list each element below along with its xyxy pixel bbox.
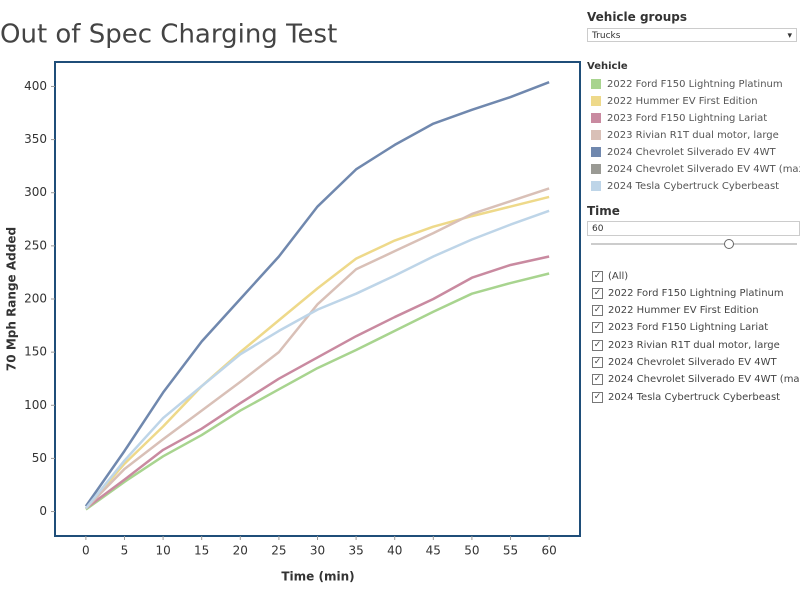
filter-panel: Vehicle groups Trucks ▾ Vehicle 2022 Ford… (587, 0, 800, 591)
series-line (85, 255, 550, 510)
legend-label: 2024 Chevrolet Silverado EV 4WT (max... (607, 163, 800, 175)
series-line (84, 187, 550, 510)
filter-item[interactable]: ✓ 2023 Ford F150 Lightning Lariat (587, 320, 768, 336)
legend-title: Vehicle (587, 61, 628, 72)
filter-label: 2024 Chevrolet Silverado EV 4WT (608, 357, 777, 368)
filter-label: 2024 Chevrolet Silverado EV 4WT (ma... (608, 374, 800, 386)
x-tick-label: 30 (310, 544, 325, 558)
legend-label: 2022 Ford F150 Lightning Platinum (607, 78, 783, 90)
legend-label: 2023 Rivian R1T dual motor, large (607, 129, 779, 141)
legend-item: 2024 Chevrolet Silverado EV 4WT (587, 144, 776, 160)
legend-item: 2024 Chevrolet Silverado EV 4WT (max... (587, 161, 800, 177)
series-line (84, 195, 550, 510)
plot-frame (54, 61, 581, 537)
legend-label: 2023 Ford F150 Lightning Lariat (607, 112, 768, 124)
legend-swatch (591, 79, 601, 89)
filter-label: 2023 Ford F150 Lightning Lariat (608, 322, 769, 334)
group-title: Vehicle groups (587, 10, 687, 24)
legend-swatch (591, 96, 601, 106)
x-axis-label: Time (min) (281, 570, 354, 584)
y-tick-label: 100 (24, 398, 47, 412)
x-tick-label: 20 (233, 544, 248, 558)
y-axis-label: 70 Mph Range Added (5, 227, 19, 371)
filter-item[interactable]: ✓ (All) (587, 268, 628, 284)
chart: Out of Spec Charging Test Time (min) 70 … (0, 20, 581, 584)
legend-item: 2023 Ford F150 Lightning Lariat (587, 110, 767, 126)
x-tick-label: 50 (464, 544, 479, 558)
legend-label: 2024 Chevrolet Silverado EV 4WT (607, 146, 776, 158)
checkbox[interactable]: ✓ (592, 374, 603, 386)
y-tick-label: 350 (24, 132, 47, 146)
x-tick-label: 35 (348, 544, 363, 558)
y-tick-label: 150 (24, 345, 47, 359)
series-line (84, 209, 550, 510)
slider-track (591, 243, 797, 245)
checkbox[interactable]: ✓ (592, 391, 603, 403)
filter-label: 2023 Rivian R1T dual motor, large (608, 339, 780, 351)
legend-swatch (591, 181, 601, 191)
y-tick-label: 250 (24, 238, 47, 252)
time-input[interactable]: 60 (587, 221, 800, 236)
filter-item[interactable]: ✓ 2022 Ford F150 Lightning Platinum (587, 285, 784, 301)
checkbox[interactable]: ✓ (592, 339, 603, 351)
filter-item[interactable]: ✓ 2024 Chevrolet Silverado EV 4WT (ma... (587, 372, 800, 388)
checkbox[interactable]: ✓ (592, 305, 603, 317)
group-value: Trucks (592, 31, 621, 41)
filter-item[interactable]: ✓ 2022 Hummer EV First Edition (587, 303, 759, 319)
checkbox[interactable]: ✓ (592, 270, 603, 282)
x-tick-label: 45 (426, 544, 441, 558)
legend-swatch (591, 113, 601, 123)
x-tick-label: 0 (82, 544, 90, 558)
slider-knob[interactable] (724, 239, 734, 249)
y-tick-label: 300 (24, 185, 47, 199)
y-tick-label: 0 (39, 504, 47, 518)
dropdown-arrow: ▾ (787, 31, 792, 41)
y-tick-label: 50 (32, 451, 47, 465)
legend-swatch (591, 164, 601, 174)
series-line (84, 81, 550, 507)
legend-item: 2024 Tesla Cybertruck Cyberbeast (587, 178, 779, 194)
checkbox[interactable]: ✓ (592, 287, 603, 299)
checkbox[interactable]: ✓ (592, 322, 603, 334)
filter-label: 2022 Hummer EV First Edition (608, 305, 759, 317)
x-tick-label: 40 (387, 544, 402, 558)
filter-item[interactable]: ✓ 2024 Tesla Cybertruck Cyberbeast (587, 389, 780, 405)
legend-swatch (591, 130, 601, 140)
legend-item: 2022 Hummer EV First Edition (587, 93, 758, 109)
legend-item: 2023 Rivian R1T dual motor, large (587, 127, 779, 143)
legend-label: 2024 Tesla Cybertruck Cyberbeast (607, 180, 780, 192)
x-tick-label: 60 (541, 544, 556, 558)
series-line (85, 272, 550, 511)
filter-label: 2022 Ford F150 Lightning Platinum (608, 287, 784, 299)
legend-label: 2022 Hummer EV First Edition (607, 95, 758, 107)
y-tick-label: 200 (24, 292, 47, 306)
y-tick-label: 400 (24, 79, 47, 93)
filter-item[interactable]: ✓ 2024 Chevrolet Silverado EV 4WT (587, 355, 777, 371)
x-tick-label: 55 (503, 544, 518, 558)
x-tick-label: 15 (194, 544, 209, 558)
x-tick-label: 25 (271, 544, 286, 558)
checkbox[interactable]: ✓ (592, 357, 603, 368)
legend-item: 2022 Ford F150 Lightning Platinum (587, 76, 783, 92)
filter-item[interactable]: ✓ 2023 Rivian R1T dual motor, large (587, 337, 780, 353)
group-dropdown[interactable]: Trucks ▾ (587, 28, 797, 42)
x-tick-label: 5 (121, 544, 129, 558)
time-title: Time (587, 204, 620, 218)
filter-label: 2024 Tesla Cybertruck Cyberbeast (608, 391, 781, 403)
chart-title: Out of Spec Charging Test (0, 20, 337, 50)
legend-swatch (591, 147, 601, 157)
filter-label: (All) (608, 270, 629, 282)
x-tick-label: 10 (155, 544, 170, 558)
